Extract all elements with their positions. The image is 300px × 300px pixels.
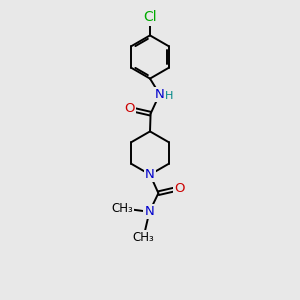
Text: H: H [164,91,173,101]
Text: CH₃: CH₃ [133,231,154,244]
Text: N: N [145,168,155,181]
Text: CH₃: CH₃ [112,202,133,215]
Text: O: O [124,102,135,116]
Text: Cl: Cl [143,11,157,24]
Text: O: O [174,182,185,195]
Text: N: N [155,88,164,101]
Text: N: N [145,205,154,218]
